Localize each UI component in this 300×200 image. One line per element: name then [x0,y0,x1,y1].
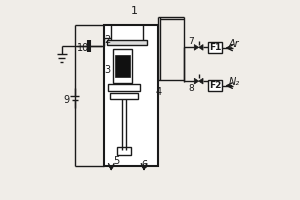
Text: 5: 5 [113,156,119,166]
Text: 4: 4 [156,87,162,97]
Text: N₂: N₂ [229,77,240,87]
Bar [113,49,132,83]
Polygon shape [199,45,203,50]
Bar [115,55,130,77]
Text: 10: 10 [77,43,90,53]
Bar [110,93,138,99]
Polygon shape [199,78,203,84]
Text: 2: 2 [104,35,110,45]
Polygon shape [141,166,147,170]
Text: F1: F1 [209,43,221,52]
Polygon shape [194,78,199,84]
Polygon shape [108,166,114,170]
Text: 7: 7 [188,37,194,46]
Text: 6: 6 [141,160,147,170]
Bar [108,84,140,91]
Text: Ar: Ar [229,39,239,49]
Bar [104,25,158,166]
Text: 1: 1 [130,6,138,16]
Text: 3: 3 [104,65,110,75]
Bar [208,42,223,53]
Bar [117,147,131,155]
Bar [208,80,223,91]
Text: 9: 9 [64,95,70,105]
Text: 8: 8 [188,84,194,93]
Bar [107,40,147,45]
Polygon shape [194,45,199,50]
Text: F2: F2 [209,81,221,90]
